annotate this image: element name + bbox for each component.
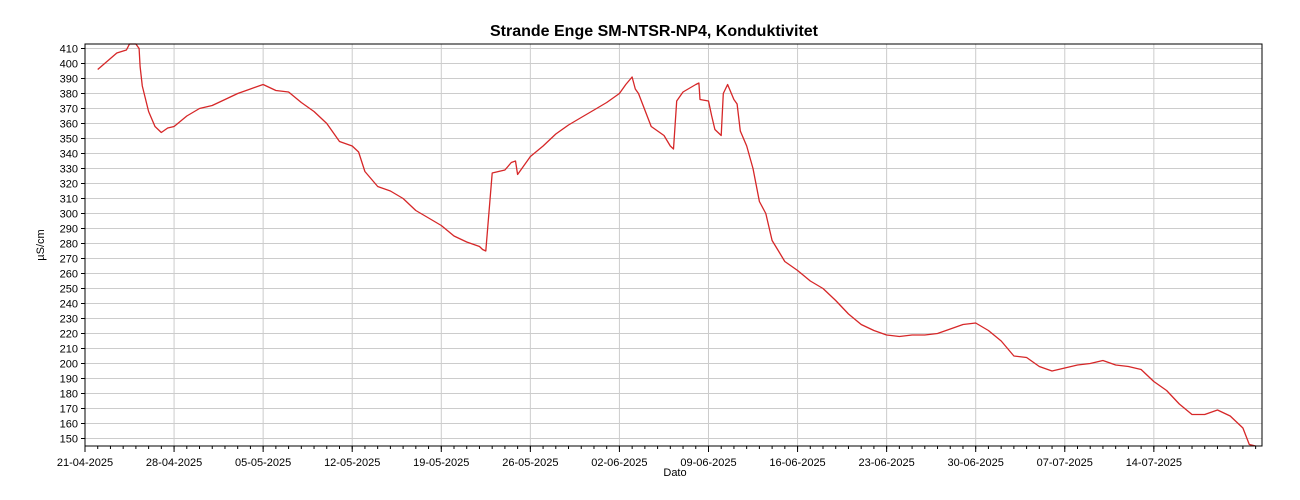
y-axis-ticks: 150 160 170 180 190 200 210 220 230 240 250 260 270 2… — [60, 44, 85, 446]
y-tick-label: 250 — [60, 284, 78, 296]
x-tick-label: 19-05-2025 — [413, 457, 469, 469]
y-tick-label: 410 — [60, 44, 78, 56]
y-tick-label: 390 — [60, 74, 78, 86]
y-tick-label: 220 — [60, 329, 78, 341]
y-tick-label: 190 — [60, 374, 78, 386]
series-line — [97, 43, 1256, 447]
x-tick-label: 12-05-2025 — [324, 457, 380, 469]
x-tick-label: 05-05-2025 — [235, 457, 291, 469]
y-tick-label: 160 — [60, 419, 78, 431]
y-tick-label: 400 — [60, 59, 78, 71]
y-tick-label: 270 — [60, 254, 78, 266]
x-tick-label: 26-05-2025 — [502, 457, 558, 469]
x-tick-label: 30-06-2025 — [948, 457, 1004, 469]
y-tick-label: 210 — [60, 344, 78, 356]
y-tick-label: 320 — [60, 179, 78, 191]
plot-area-frame — [84, 43, 1263, 447]
y-tick-label: 380 — [60, 89, 78, 101]
y-tick-label: 280 — [60, 239, 78, 251]
y-tick-label: 180 — [60, 389, 78, 401]
x-tick-label: 23-06-2025 — [858, 457, 914, 469]
y-tick-label: 260 — [60, 269, 78, 281]
x-tick-label: 09-06-2025 — [680, 457, 736, 469]
y-axis-label: µS/cm — [35, 229, 47, 260]
y-tick-label: 340 — [60, 149, 78, 161]
y-tick-label: 150 — [60, 434, 78, 446]
y-tick-label: 300 — [60, 209, 78, 221]
x-tick-label: 07-07-2025 — [1037, 457, 1093, 469]
x-tick-label: 16-06-2025 — [769, 457, 825, 469]
y-tick-label: 200 — [60, 359, 78, 371]
y-tick-label: 230 — [60, 314, 78, 326]
y-tick-label: 360 — [60, 119, 78, 131]
x-axis-ticks: 21-04-2025 28-04-2025 05-05-2025 12-05-2025… — [57, 446, 1257, 469]
x-tick-label: 28-04-2025 — [146, 457, 202, 469]
series-layer — [97, 43, 1256, 447]
y-tick-label: 350 — [60, 134, 78, 146]
y-tick-label: 290 — [60, 224, 78, 236]
x-axis-label: Dato — [663, 467, 686, 479]
y-tick-label: 310 — [60, 194, 78, 206]
y-tick-label: 170 — [60, 404, 78, 416]
x-tick-label: 14-07-2025 — [1126, 457, 1182, 469]
y-tick-label: 370 — [60, 104, 78, 116]
chart-title: Strande Enge SM-NTSR-NP4, Konduktivitet — [490, 23, 819, 40]
y-tick-label: 330 — [60, 164, 78, 176]
x-tick-label: 21-04-2025 — [57, 457, 113, 469]
grid-lines — [84, 44, 1262, 446]
x-tick-label: 02-06-2025 — [591, 457, 647, 469]
y-tick-label: 240 — [60, 299, 78, 311]
